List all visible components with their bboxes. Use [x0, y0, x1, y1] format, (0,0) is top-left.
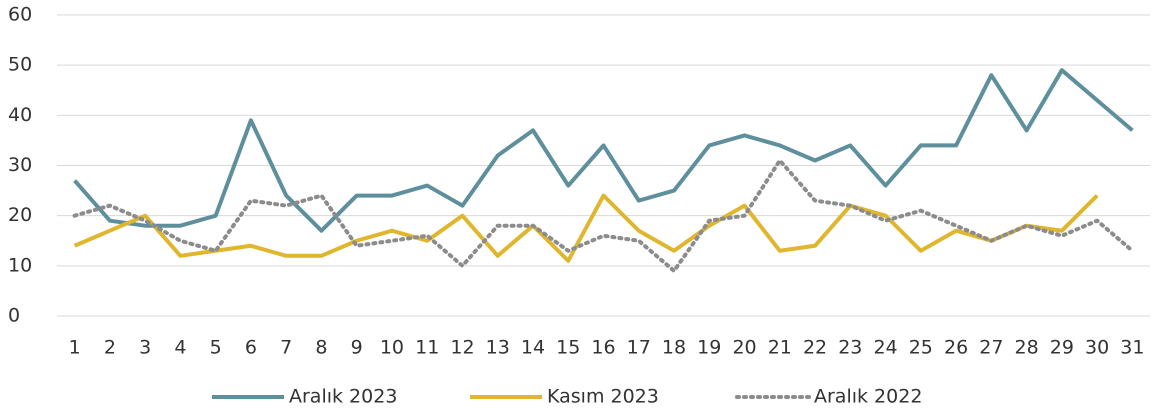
- x-tick-label: 21: [768, 337, 792, 359]
- series-line: [73, 193, 1099, 263]
- series-line: [72, 158, 1135, 273]
- x-tick-label: 9: [351, 337, 363, 359]
- x-tick-label: 26: [944, 337, 968, 359]
- x-tick-label: 16: [591, 337, 615, 359]
- x-tick-label: 6: [245, 337, 257, 359]
- x-tick-label: 8: [315, 337, 327, 359]
- x-tick-label: 27: [979, 337, 1003, 359]
- x-tick-label: 13: [486, 337, 510, 359]
- x-tick-label: 19: [697, 337, 721, 359]
- legend-label: Kasım 2023: [547, 386, 659, 408]
- legend-label: Aralık 2023: [289, 386, 397, 408]
- x-tick-label: 1: [69, 337, 81, 359]
- x-tick-label: 29: [1050, 337, 1074, 359]
- y-tick-label: 30: [8, 154, 32, 176]
- x-tick-label: 24: [873, 337, 897, 359]
- series-line: [73, 68, 1134, 233]
- x-tick-label: 12: [450, 337, 474, 359]
- y-tick-label: 60: [8, 4, 32, 26]
- y-tick-label: 0: [8, 305, 20, 327]
- x-tick-label: 25: [909, 337, 933, 359]
- y-tick-label: 10: [8, 254, 32, 276]
- x-tick-label: 22: [803, 337, 827, 359]
- x-tick-label: 20: [732, 337, 756, 359]
- x-tick-label: 23: [838, 337, 862, 359]
- x-tick-label: 18: [662, 337, 686, 359]
- x-tick-label: 10: [380, 337, 404, 359]
- y-tick-label: 50: [8, 54, 32, 76]
- x-tick-label: 7: [280, 337, 292, 359]
- x-tick-label: 15: [556, 337, 580, 359]
- x-tick-label: 14: [521, 337, 545, 359]
- y-tick-label: 40: [8, 104, 32, 126]
- x-tick-label: 3: [139, 337, 151, 359]
- x-tick-label: 11: [415, 337, 439, 359]
- y-tick-label: 20: [8, 204, 32, 226]
- legend-label: Aralık 2022: [814, 386, 922, 408]
- x-tick-label: 17: [627, 337, 651, 359]
- x-tick-label: 5: [210, 337, 222, 359]
- x-tick-label: 4: [174, 337, 186, 359]
- x-tick-label: 28: [1015, 337, 1039, 359]
- x-tick-label: 2: [104, 337, 116, 359]
- x-tick-label: 31: [1120, 337, 1144, 359]
- x-tick-label: 30: [1085, 337, 1109, 359]
